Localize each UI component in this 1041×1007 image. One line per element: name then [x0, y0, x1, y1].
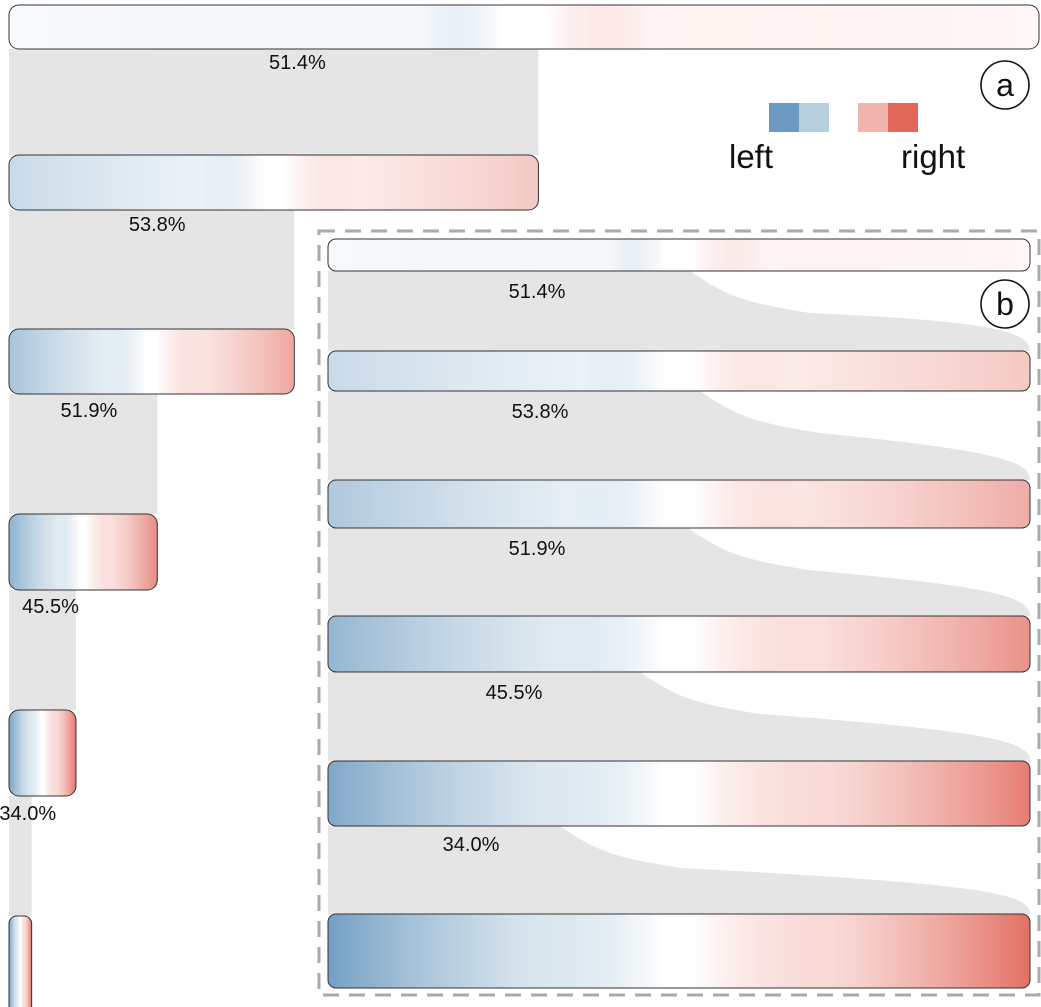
panel-b-bar-2	[327, 350, 1031, 392]
panel-b-label: b	[996, 286, 1014, 322]
panel-a-percent-3: 51.9%	[61, 400, 118, 422]
panel-b-bar-6	[327, 913, 1031, 989]
panel-a-percent-4: 45.5%	[22, 596, 79, 618]
panel-b-marker: b	[980, 279, 1030, 329]
panel-a-percent-2: 53.8%	[129, 214, 186, 236]
panel-b-percent-2: 53.8%	[512, 401, 569, 423]
panel-b-flow-3	[328, 528, 1030, 616]
panel-a-flows	[9, 49, 539, 916]
panel-b-percent-1: 51.4%	[509, 281, 566, 303]
legend: left right	[729, 103, 965, 175]
panel-a-percent-1: 51.4%	[269, 52, 326, 74]
panel-b-percent-5: 34.0%	[443, 834, 500, 856]
panel-b-bar-1	[327, 238, 1031, 272]
panel-a-percent-5: 34.0%	[0, 803, 56, 825]
panel-a-flow-4	[9, 590, 76, 710]
panel-b-percent-labels: 51.4% 53.8% 51.9% 45.5% 34.0%	[443, 281, 569, 856]
panel-a-marker: a	[980, 60, 1030, 110]
legend-left-label: left	[729, 138, 773, 175]
panel-b-bar-5	[327, 760, 1031, 827]
panel-a-label: a	[996, 67, 1014, 103]
panel-a-bar-4	[8, 513, 158, 591]
legend-right-label: right	[901, 138, 965, 175]
legend-right-dark-swatch	[888, 103, 918, 132]
panel-b-dashed-frame	[317, 229, 1041, 997]
panel-a-bars	[8, 4, 1040, 1007]
panel-a-bar-1	[8, 4, 1040, 50]
panel-a-bar-5	[8, 709, 77, 797]
panel-a-bar-3	[8, 328, 295, 395]
panel-b-bars	[327, 238, 1031, 989]
panel-a-flow-2	[9, 210, 295, 329]
legend-left-dark-swatch	[769, 103, 799, 132]
panel-b-bar-4	[327, 615, 1031, 673]
panel-a-bar-6	[8, 915, 33, 1007]
panel-b-percent-4: 45.5%	[486, 682, 543, 704]
legend-left-light-swatch	[799, 103, 829, 132]
panel-a-percent-labels: 51.4% 53.8% 51.9% 45.5% 34.0%	[0, 52, 326, 825]
panel-b-bar-3	[327, 479, 1031, 529]
panel-a-bar-2	[8, 154, 539, 211]
panel-b-flow-4	[328, 672, 1030, 761]
panel-b-flow-2	[328, 391, 1030, 480]
legend-right-light-swatch	[858, 103, 888, 132]
panel-b-flow-1	[328, 271, 1030, 351]
panel-a-flow-1	[9, 49, 539, 155]
panel-b-flow-5	[328, 826, 1030, 914]
panel-a-flow-5	[9, 796, 32, 916]
panel-b-flows	[328, 271, 1030, 914]
panel-a-flow-3	[9, 394, 158, 514]
panel-b-percent-3: 51.9%	[509, 538, 566, 560]
